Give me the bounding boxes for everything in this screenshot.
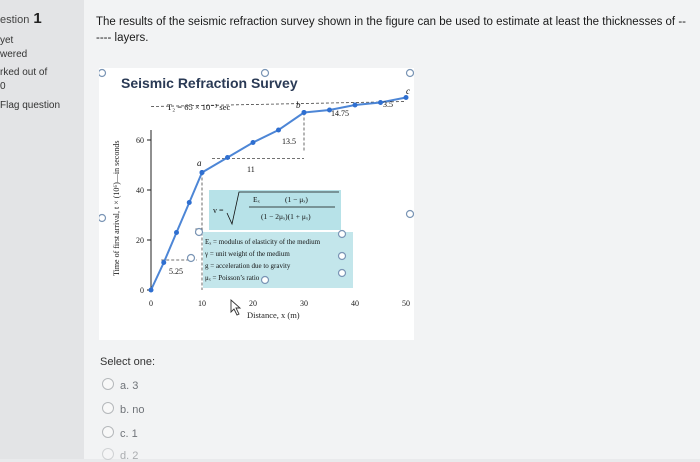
question-number: 1 [33, 10, 42, 27]
x-axis-label: Distance, x (m) [247, 310, 300, 320]
resize-handle[interactable] [99, 213, 107, 223]
x-tick-label: 0 [149, 299, 153, 308]
legend-line-1: Eₓ = modulus of elasticity of the medium [205, 238, 321, 246]
data-point [174, 230, 179, 235]
x-tick-label: 30 [300, 299, 308, 308]
option-c[interactable]: c. 1 [102, 426, 138, 440]
legend-line-4: μₓ = Poisson’s ratio [205, 274, 260, 282]
data-point [250, 140, 256, 145]
axes: 0 20 40 60 0 10 20 30 40 50 [136, 130, 410, 308]
status-line-1: yet [0, 35, 14, 46]
formula-v: v = [213, 206, 224, 215]
y-tick-label: 0 [140, 286, 144, 295]
annotation-11: 11 [247, 165, 255, 174]
y-axis-label: Time of first arrival, t × (10⁶)—in seco… [112, 141, 121, 276]
resize-handle[interactable] [337, 268, 347, 278]
annotation-13-5: 13.5 [282, 137, 296, 146]
option-b[interactable]: b. no [102, 402, 144, 416]
figure: Seismic Refraction Survey Time of first … [99, 68, 414, 340]
x-tick-label: 40 [351, 299, 359, 308]
annotation-14-75: 14.75 [331, 109, 349, 118]
data-point [352, 102, 358, 108]
resize-handle[interactable] [337, 251, 347, 261]
resize-handle[interactable] [194, 227, 204, 237]
radio-icon[interactable] [102, 402, 114, 414]
option-label: c. 1 [120, 428, 138, 440]
radio-icon[interactable] [102, 378, 114, 390]
option-d[interactable]: d. 2 [102, 448, 138, 462]
variable-legend: Eₓ = modulus of elasticity of the medium… [203, 232, 353, 288]
resize-handle[interactable] [405, 68, 414, 78]
label-a: a [197, 158, 202, 168]
marked-line-2: 0 [0, 81, 6, 92]
resize-handle[interactable] [260, 275, 270, 285]
data-point [186, 200, 192, 205]
marked-out-of: rked out of 0 [0, 66, 47, 94]
question-info-sidebar: estion 1 yet wered rked out of 0 Flag que… [0, 0, 84, 459]
x-tick-label: 20 [249, 299, 257, 308]
option-label: d. 2 [120, 450, 139, 462]
x-tick-label: 50 [402, 299, 410, 308]
equation-t2: T₂ = 65 × 10⁻³ sec [167, 102, 230, 112]
legend-line-3: g = acceleration due to gravity [205, 262, 291, 270]
radio-icon[interactable] [102, 426, 114, 438]
data-point [301, 110, 307, 115]
label-b: b [296, 100, 301, 110]
data-point [403, 95, 409, 100]
data-point [148, 287, 154, 293]
chart-title: Seismic Refraction Survey [121, 75, 298, 91]
flag-question-link[interactable]: Flag question [0, 100, 61, 111]
select-one-prompt: Select one: [100, 356, 156, 368]
y-tick-label: 40 [136, 186, 144, 195]
option-a[interactable]: a. 3 [102, 378, 138, 392]
question-status: yet wered [0, 34, 27, 62]
question-content: The results of the seismic refraction su… [84, 0, 700, 462]
dashed-line [150, 101, 407, 107]
x-tick-label: 10 [198, 299, 206, 308]
cursor-icon [230, 298, 242, 316]
data-point [199, 170, 205, 175]
guide-lines [150, 101, 407, 290]
status-line-2: wered [0, 49, 28, 60]
data-point [225, 155, 230, 160]
resize-handle[interactable] [99, 68, 107, 78]
formula-box: v = Eₓ (1 − μₓ) (1 − 2μₓ)(1 + μₓ) [209, 190, 341, 230]
formula-num: (1 − μₓ) [285, 195, 308, 204]
annotation-5-25: 5.25 [169, 267, 183, 276]
y-tick-label: 60 [136, 136, 144, 145]
data-point [276, 127, 281, 133]
legend-line-2: γ = unit weight of the medium [204, 250, 290, 258]
resize-handle[interactable] [260, 68, 270, 78]
marked-line-1: rked out of [0, 67, 48, 78]
formula-e: Eₓ [253, 195, 261, 204]
resize-handle[interactable] [337, 229, 347, 239]
option-label: b. no [120, 404, 145, 416]
seismic-chart: Seismic Refraction Survey Time of first … [99, 68, 414, 320]
series-marks [148, 95, 409, 293]
data-point [327, 107, 332, 113]
formula-den: (1 − 2μₓ)(1 + μₓ) [261, 212, 311, 221]
resize-handle[interactable] [186, 253, 196, 263]
annotation-3-5: 3.5 [383, 100, 393, 109]
data-point [161, 260, 167, 265]
question-text: The results of the seismic refraction su… [96, 16, 686, 44]
label-c: c [406, 86, 410, 96]
radio-icon[interactable] [102, 448, 114, 460]
selection-handles [99, 68, 414, 285]
question-label: estion 1 [0, 10, 42, 27]
resize-handle[interactable] [405, 209, 414, 219]
data-point [378, 100, 383, 105]
option-label: a. 3 [120, 380, 139, 392]
y-tick-label: 20 [136, 236, 144, 245]
